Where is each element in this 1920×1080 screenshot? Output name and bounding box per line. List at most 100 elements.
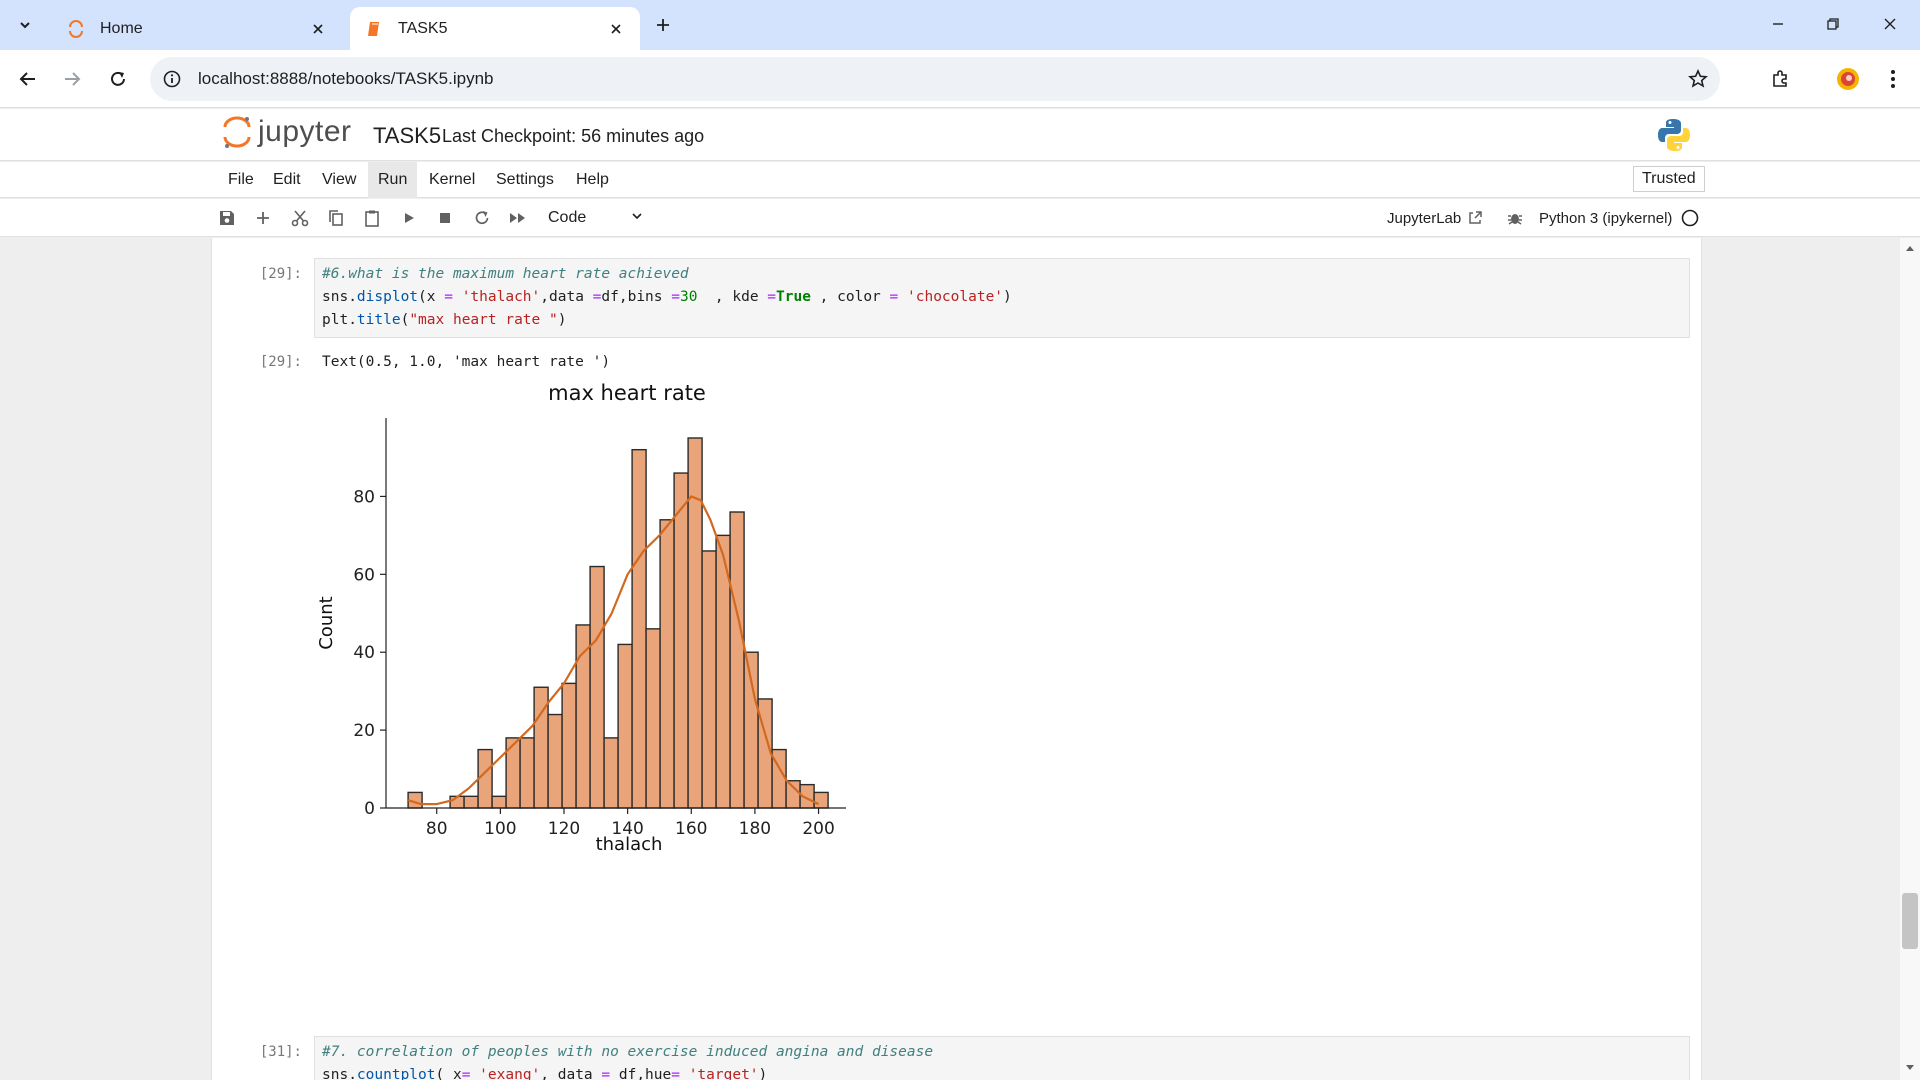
back-button[interactable] (12, 63, 44, 95)
kernel-status[interactable]: Python 3 (ipykernel) (1539, 199, 1700, 237)
profile-avatar[interactable] (1832, 63, 1864, 95)
output-prompt: [29]: (259, 354, 302, 370)
y-tick-label: 0 (364, 799, 375, 819)
checkpoint-status: Last Checkpoint: 56 minutes ago (442, 126, 705, 146)
bug-icon (1508, 214, 1522, 225)
jupyterlab-label: JupyterLab (1387, 209, 1462, 227)
x-tick-label: 80 (426, 819, 448, 839)
reload-button[interactable] (102, 63, 134, 95)
reload-icon (111, 71, 125, 86)
forward-button[interactable] (56, 63, 88, 95)
interrupt-kernel-button[interactable] (433, 206, 457, 230)
histogram-bar (785, 780, 801, 809)
histogram-bar (659, 519, 675, 809)
x-tick-label: 200 (802, 819, 834, 839)
restart-icon (475, 211, 489, 225)
tab-title: Home (100, 19, 143, 37)
code-cell[interactable]: #6.what is the maximum heart rate achiev… (314, 258, 1690, 338)
tab-search-button[interactable] (10, 10, 40, 40)
bookmark-star-icon[interactable] (1676, 57, 1720, 101)
plus-icon (257, 212, 269, 224)
code-line: plt.title("max heart rate ") (322, 312, 567, 328)
input-prompt: [31]: (259, 1044, 302, 1060)
chevron-down-icon (20, 22, 30, 29)
kernel-name: Python 3 (ipykernel) (1539, 209, 1673, 227)
close-icon[interactable] (606, 19, 626, 39)
histogram-bar (491, 795, 507, 809)
restart-run-all-button[interactable] (506, 206, 530, 230)
browser-menu-button[interactable] (1877, 63, 1909, 95)
histogram-chart: 80 100 120 140 160 180 200 0 20 40 60 80 max heart r… (316, 381, 846, 855)
browser-toolbar: localhost:8888/notebooks/TASK5.ipynb (0, 50, 1920, 108)
histogram-bar (589, 565, 605, 809)
menu-edit[interactable]: Edit (273, 171, 301, 188)
menu-kernel[interactable]: Kernel (429, 171, 476, 188)
new-tab-button[interactable] (648, 10, 678, 40)
jupyter-logo-icon (223, 116, 251, 148)
x-tick-label: 120 (548, 819, 580, 839)
menu-run[interactable]: Run (368, 162, 418, 198)
restart-kernel-button[interactable] (470, 206, 494, 230)
notebook-toolbar: Code JupyterLab Python 3 (ipykernel) (0, 199, 1920, 237)
notebook-favicon-icon (364, 19, 384, 39)
jupyter-favicon-icon (66, 19, 86, 39)
menu-settings[interactable]: Settings (496, 171, 554, 188)
close-icon (1884, 18, 1896, 30)
insert-cell-button[interactable] (251, 206, 275, 230)
menu-file[interactable]: File (228, 171, 254, 188)
jupyter-header: jupyter TASK5 Last Checkpoint: 56 minute… (0, 109, 1920, 161)
code-line: sns.countplot( x= 'exang', data = df,hue… (322, 1067, 768, 1080)
histogram-bar (463, 795, 479, 809)
histogram-bar (477, 748, 493, 809)
histogram-bar (603, 737, 619, 809)
kde-line (407, 495, 820, 806)
external-link-icon (1469, 211, 1482, 224)
cell-type-select[interactable]: Code (540, 205, 650, 231)
notebook-panel: [29]: #6.what is the maximum heart rate … (211, 238, 1702, 1080)
input-prompt: [29]: (259, 266, 302, 282)
histogram-bar (687, 437, 703, 809)
paste-cell-button[interactable] (360, 206, 384, 230)
save-button[interactable] (215, 206, 239, 230)
address-bar[interactable]: localhost:8888/notebooks/TASK5.ipynb (150, 57, 1720, 101)
restore-button[interactable] (1815, 8, 1851, 40)
tab-home[interactable]: Home (52, 7, 342, 50)
jupyterlab-link[interactable]: JupyterLab (1387, 199, 1483, 237)
minimize-button[interactable] (1760, 8, 1796, 40)
scrollbar-thumb[interactable] (1902, 893, 1918, 949)
output-text: Text(0.5, 1.0, 'max heart rate ') (322, 354, 611, 370)
code-cell[interactable]: #7. correlation of peoples with no exerc… (314, 1036, 1690, 1080)
x-tick-label: 100 (484, 819, 516, 839)
debugger-button[interactable] (1503, 206, 1527, 230)
notebook-scrollbar[interactable] (1900, 238, 1920, 1080)
puzzle-icon (1773, 70, 1787, 87)
close-icon[interactable] (308, 19, 328, 39)
copy-cell-button[interactable] (324, 206, 348, 230)
trusted-indicator[interactable]: Trusted (1633, 166, 1705, 192)
stop-icon (440, 213, 450, 223)
site-info-icon[interactable] (150, 57, 194, 101)
notebook-title[interactable]: TASK5 (373, 123, 442, 148)
minimize-icon (1773, 23, 1783, 25)
url-text[interactable]: localhost:8888/notebooks/TASK5.ipynb (198, 69, 494, 88)
y-tick-label: 20 (353, 721, 375, 741)
cut-cell-button[interactable] (288, 206, 312, 230)
jupyter-logo-text: jupyter (258, 115, 352, 148)
x-axis-label: thalach (596, 834, 663, 855)
histogram-bar (701, 550, 717, 809)
jupyter-menubar: File Edit View Run Kernel Settings Help … (0, 162, 1920, 198)
code-line: #7. correlation of peoples with no exerc… (322, 1044, 934, 1060)
jupyter-logo[interactable]: jupyter (222, 115, 352, 149)
tab-task5[interactable]: TASK5 (350, 7, 640, 50)
close-window-button[interactable] (1872, 8, 1908, 40)
chevron-down-icon (632, 213, 642, 220)
run-cell-button[interactable] (397, 206, 421, 230)
menu-view[interactable]: View (322, 171, 357, 188)
code-line: #6.what is the maximum heart rate achiev… (322, 266, 689, 282)
menu-help[interactable]: Help (576, 171, 609, 188)
arrow-right-icon (65, 72, 81, 86)
extensions-button[interactable] (1764, 63, 1796, 95)
scroll-up-arrow-icon[interactable] (1904, 242, 1916, 254)
histogram-bar (561, 682, 577, 809)
scroll-down-arrow-icon[interactable] (1904, 1062, 1916, 1074)
